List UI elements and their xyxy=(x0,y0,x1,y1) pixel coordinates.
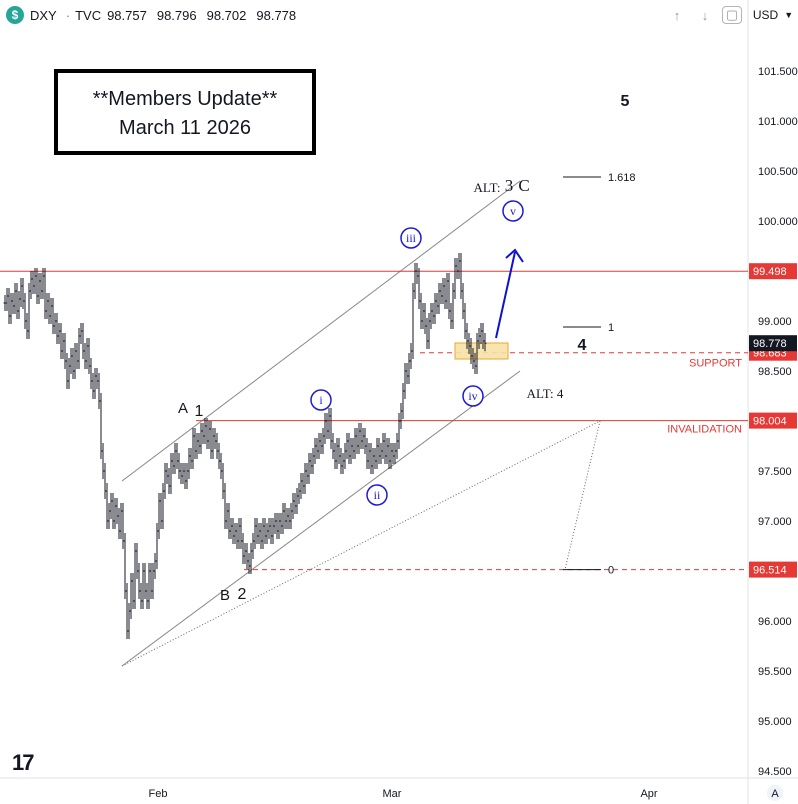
data-source: TVC xyxy=(75,7,102,23)
fib-level-label: 0 xyxy=(608,565,614,577)
level-price-label: 96.514 xyxy=(753,565,787,577)
fib-level-label: 1 xyxy=(608,322,614,334)
wave-iv-circle xyxy=(462,385,484,407)
members-update-box: **Members Update** March 11 2026 xyxy=(54,69,316,155)
x-tick-label: Apr xyxy=(640,788,657,800)
y-tick-label: 95.000 xyxy=(758,716,792,728)
level-tag-label: SUPPORT xyxy=(689,358,742,370)
y-tick-label: 100.500 xyxy=(758,166,798,178)
level-price-tag xyxy=(749,412,797,429)
y-tick-label: 95.500 xyxy=(758,666,792,678)
level-price-tag xyxy=(749,561,797,578)
wave-label-3: 3 xyxy=(505,176,514,195)
wave-label-alt-prefix: ALT: xyxy=(473,180,500,195)
auto-scale-label: A xyxy=(771,788,779,800)
fib-level-label: 1.618 xyxy=(608,172,636,184)
wave-iii-circle xyxy=(400,227,422,249)
y-tick-label: 100.000 xyxy=(758,216,798,228)
level-price-label: 98.004 xyxy=(753,416,787,428)
dollar-icon: $ xyxy=(6,6,24,24)
tradingview-logo: 17 xyxy=(12,750,35,775)
level-price-tag xyxy=(749,263,797,280)
last-price-label: 98.778 xyxy=(753,338,787,350)
y-tick-label: 98.500 xyxy=(758,366,792,378)
arrow-up-icon[interactable]: ↑ xyxy=(673,7,681,23)
wave-label-a: A xyxy=(178,400,188,417)
wave-label-5: 5 xyxy=(621,93,630,110)
wave-label-2: 2 xyxy=(238,586,247,603)
channel-upper-line xyxy=(121,180,521,482)
dotted-trendline xyxy=(121,420,601,667)
symbol-name[interactable]: DXY xyxy=(30,7,57,23)
chevron-down-icon: ▼ xyxy=(784,10,794,20)
support-zone-box xyxy=(454,342,509,360)
y-tick-label: 96.000 xyxy=(758,616,792,628)
level-tag-label: INVALIDATION xyxy=(667,424,742,436)
y-tick-label: 101.500 xyxy=(758,66,798,78)
wave-iii-text: iii xyxy=(406,231,417,245)
y-tick-label: 97.500 xyxy=(758,466,792,478)
wave-label-b: B xyxy=(220,587,230,604)
open-value: 98.757 xyxy=(107,7,147,23)
y-tick-label: 99.000 xyxy=(758,316,792,328)
high-value: 98.796 xyxy=(156,7,197,23)
projection-arrow-head xyxy=(505,248,524,263)
members-update-date: March 11 2026 xyxy=(119,117,251,139)
wave-label-1: 1 xyxy=(195,403,204,420)
wave-label-alt-4: ALT: 4 xyxy=(527,386,564,401)
wave-ii-circle xyxy=(366,484,388,506)
arrow-down-icon[interactable]: ↓ xyxy=(701,7,709,23)
wave-v-circle xyxy=(502,200,524,222)
y-tick-label: 101.000 xyxy=(758,116,798,128)
wave-label-c: C xyxy=(518,176,529,195)
x-tick-label: Mar xyxy=(383,788,402,800)
level-price-label: 99.498 xyxy=(753,266,787,278)
auto-scale-button[interactable] xyxy=(767,785,783,801)
wave-i-text: i xyxy=(319,393,323,407)
separator-dot: · xyxy=(65,7,71,23)
dotted-projection-line xyxy=(564,420,601,570)
wave-label-4: 4 xyxy=(578,337,587,354)
screenshot-icon[interactable]: ▢ xyxy=(722,6,742,24)
currency-label: USD xyxy=(752,8,779,22)
wave-i-circle xyxy=(310,389,332,411)
chart-header: $ DXY · TVC 98.757 98.796 98.702 98.778 xyxy=(0,0,300,30)
wave-ii-text: ii xyxy=(374,488,381,502)
y-tick-label: 94.500 xyxy=(758,766,792,778)
last-price-tag xyxy=(749,335,797,352)
wave-iv-text: iv xyxy=(468,389,477,403)
x-tick-label: Feb xyxy=(149,788,168,800)
low-value: 98.702 xyxy=(206,7,247,23)
y-tick-label: 97.000 xyxy=(758,516,792,528)
close-value: 98.778 xyxy=(256,7,297,23)
members-update-title: **Members Update** xyxy=(92,88,278,110)
currency-selector[interactable]: USD ▼ xyxy=(752,4,794,26)
wave-v-text: v xyxy=(510,204,516,218)
projection-arrow-line xyxy=(495,251,516,339)
